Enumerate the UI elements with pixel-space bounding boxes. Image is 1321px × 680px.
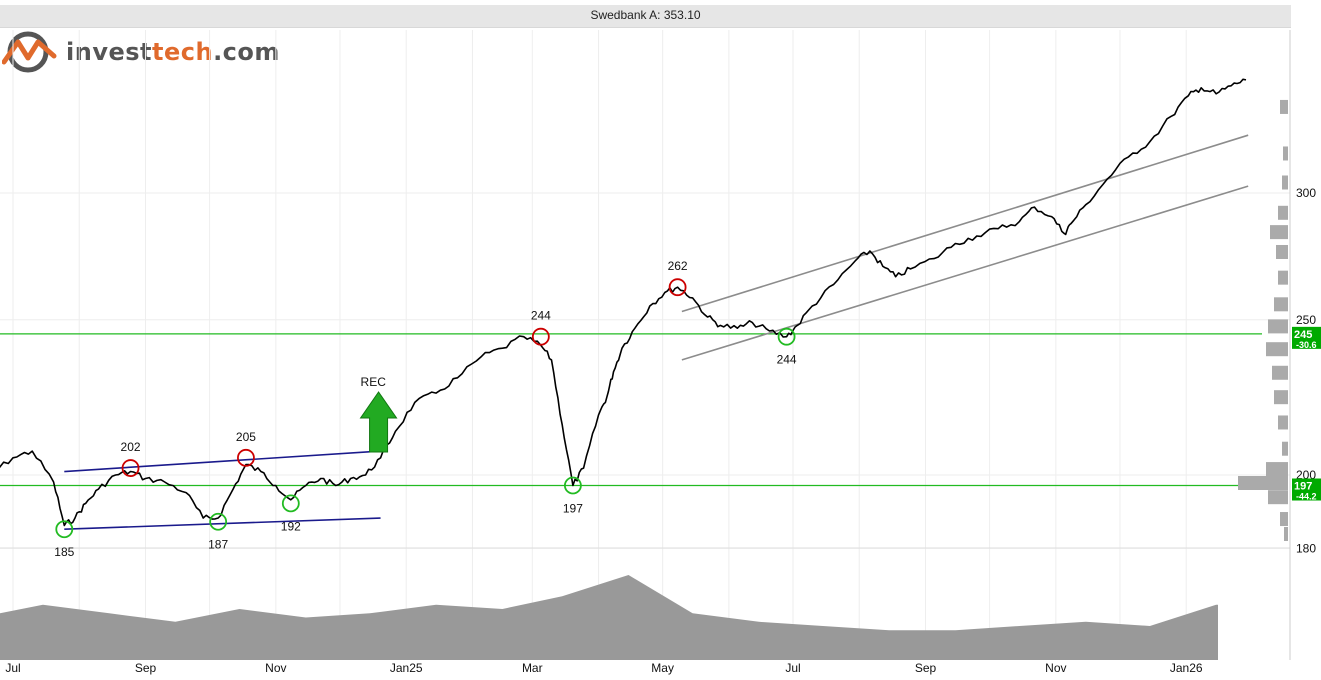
x-tick-label: Sep (135, 661, 157, 675)
y-tick-label: 180 (1296, 541, 1316, 555)
price-histogram-bar (1280, 512, 1288, 527)
price-histogram-bar (1274, 297, 1288, 312)
price-histogram-bar (1238, 475, 1288, 490)
pivot-low-marker (281, 494, 300, 513)
x-tick-label: Jul (785, 661, 800, 675)
volume-area-fill (0, 575, 1218, 660)
y-tick-label: 300 (1296, 186, 1316, 200)
pivot-markers: 185 202 187 205 192 244 197 262 244 (54, 259, 797, 559)
volume-area (0, 575, 1218, 660)
price-histogram-bar (1278, 205, 1288, 220)
price-histogram-bar (1278, 270, 1288, 285)
x-tick-label: Nov (265, 661, 286, 675)
price-histogram-bar (1268, 490, 1288, 505)
price-histogram-bar (1280, 99, 1288, 114)
annotations: REC (359, 375, 398, 453)
logo-wordmark: investtech.com (66, 38, 280, 66)
pivot-low-marker (209, 512, 228, 531)
price-histogram-bar (1276, 244, 1288, 259)
x-tick-label: May (651, 661, 674, 675)
trend-lines (64, 134, 1249, 531)
pivot-high-marker (531, 327, 550, 346)
level-tag-box (1292, 326, 1321, 349)
pivot-label: 244 (777, 353, 797, 367)
x-tick-label: Jan25 (390, 661, 423, 675)
pivot-label: 262 (668, 259, 688, 273)
y-tick-label: 200 (1296, 468, 1316, 482)
axes: 180 200 250 300 Jul Sep Nov Jan25 Mar May Jul Sep No… (5, 186, 1316, 675)
price-histogram-bar (1274, 390, 1288, 405)
logo-part-tech: tech (152, 38, 214, 66)
pivot-label: 244 (531, 309, 551, 323)
pivot-high-marker (121, 459, 140, 477)
logo-part-invest: invest (66, 38, 152, 66)
chart-title: Swedbank A: 353.10 (590, 8, 701, 22)
pivot-label: 197 (563, 502, 583, 516)
price-histogram-bar (1282, 175, 1288, 190)
chart-title-bar: Swedbank A: 353.10 (0, 5, 1291, 28)
price-histogram-bar (1266, 462, 1288, 477)
price-histogram-bar (1272, 365, 1288, 380)
pivot-label: 202 (121, 440, 141, 454)
pivot-low-marker (563, 476, 582, 495)
price-histogram-bar (1282, 441, 1288, 456)
pivot-high-marker (237, 448, 255, 467)
x-tick-label: Mar (522, 661, 543, 675)
price-line (0, 78, 1247, 527)
price-histogram-bar (1278, 415, 1288, 430)
level-tag-change: -30.6 (1296, 340, 1317, 350)
x-tick-label: Sep (915, 661, 937, 675)
pivot-label: 185 (54, 545, 74, 559)
pivot-low-marker (55, 520, 74, 539)
trend-line-channel-top (64, 450, 381, 473)
price-histogram-bar (1266, 342, 1288, 357)
level-tag-change: -44.2 (1296, 492, 1317, 502)
x-tick-label: Nov (1045, 661, 1066, 675)
trend-line-rising-bottom (681, 185, 1249, 361)
level-tag-box (1292, 478, 1321, 501)
level-tag-value: 245 (1294, 329, 1312, 341)
price-histogram-bar (1283, 146, 1288, 161)
trend-line-rising-top (681, 134, 1249, 313)
price-histogram-bar (1270, 225, 1288, 240)
annotation-label: REC (361, 375, 387, 389)
buy-arrow-icon (359, 391, 398, 453)
trend-line-channel-bottom (64, 517, 381, 531)
price-histogram-bar (1284, 526, 1288, 541)
x-tick-label: Jul (5, 661, 20, 675)
price-series (0, 78, 1247, 527)
pivot-label: 192 (281, 519, 301, 533)
level-tags: 245-30.6 197-44.2 (1238, 99, 1321, 541)
pivot-low-marker (777, 327, 796, 346)
level-tag-value: 197 (1294, 481, 1312, 493)
grid (0, 30, 1291, 660)
pivot-label: 205 (236, 430, 256, 444)
x-tick-label: Jan26 (1170, 661, 1203, 675)
logo-part-com: .com (213, 38, 280, 66)
pivot-label: 187 (208, 538, 228, 552)
y-tick-label: 250 (1296, 313, 1316, 327)
price-histogram-bar (1268, 319, 1288, 334)
pivot-high-marker (668, 278, 687, 297)
